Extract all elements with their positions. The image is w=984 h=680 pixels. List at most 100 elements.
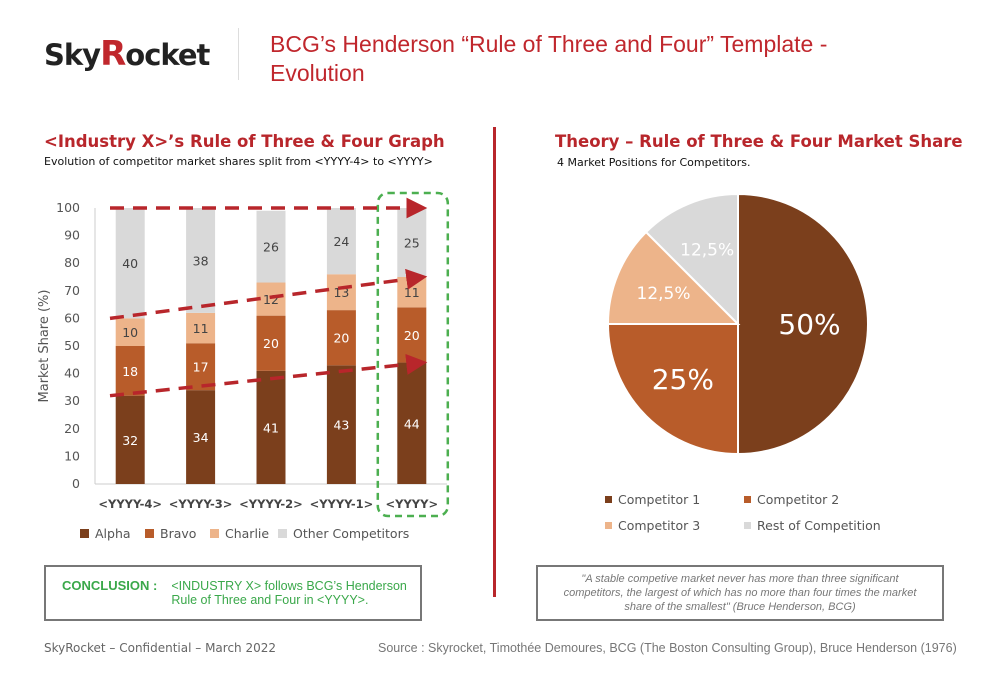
pie-slice	[644, 192, 739, 327]
data-label: 11	[193, 321, 209, 336]
legend-label: Bravo	[160, 526, 197, 541]
legend-item: Bravo	[145, 526, 196, 541]
legend-item: Competitor 2	[744, 492, 839, 507]
trend-arrow	[109, 268, 428, 321]
bar-segment-bravo	[326, 310, 356, 366]
bar-segment-other-competitors	[115, 208, 145, 319]
x-tick-label: <YYYY-3>	[169, 497, 233, 511]
slice-label: 25%	[652, 363, 714, 396]
y-axis-label: Market Share (%)	[37, 290, 52, 403]
footer-confidential: SkyRocket – Confidential – March 2022	[44, 641, 276, 655]
divider	[238, 28, 239, 80]
data-label: 20	[333, 331, 349, 346]
legend-label: Competitor 1	[618, 492, 701, 507]
x-tick-label: <YYYY>	[386, 497, 439, 511]
data-label: 10	[122, 325, 138, 340]
legend-item: Competitor 1	[605, 492, 700, 507]
skyrocket-logo: SkyRocket	[44, 34, 210, 74]
legend-label: Other Competitors	[293, 526, 410, 541]
pie-chart: 50% 25% 12,5% 12,5%	[606, 192, 869, 456]
legend-swatch	[145, 529, 154, 538]
bar-segment-alpha	[256, 370, 286, 484]
y-tick-label: 80	[64, 255, 80, 270]
x-tick-label: <YYYY-4>	[98, 497, 162, 511]
conclusion-label: CONCLUSION :	[62, 578, 158, 593]
slice-label: 12,5%	[680, 241, 734, 261]
bar-segment-bravo	[256, 315, 286, 371]
y-tick-label: 60	[64, 310, 80, 325]
legend-label: Charlie	[225, 526, 270, 541]
data-label: 12	[263, 292, 279, 307]
right-section-subtitle: 4 Market Positions for Competitors.	[557, 156, 751, 169]
bar-segment-alpha	[397, 362, 427, 484]
left-section-subtitle: Evolution of competitor market shares sp…	[44, 155, 433, 168]
bar-segment-other-competitors	[186, 208, 216, 313]
data-label: 34	[193, 430, 209, 445]
legend-label: Competitor 2	[757, 492, 840, 507]
slice-label: 50%	[778, 308, 840, 341]
data-label: 18	[122, 364, 138, 379]
vertical-divider	[493, 127, 496, 597]
legend-label: Alpha	[95, 526, 131, 541]
legend-item: Rest of Competition	[744, 518, 881, 533]
y-tick-label: 0	[72, 476, 80, 491]
y-tick-label: 90	[64, 228, 80, 243]
data-label: 26	[263, 240, 279, 255]
data-label: 17	[193, 360, 209, 375]
bar-segment-charlie	[115, 318, 145, 346]
data-label: 25	[404, 236, 420, 251]
highlight-box	[376, 191, 450, 518]
conclusion-text: <INDUSTRY X> follows BCG’s Henderson Rul…	[171, 579, 407, 607]
quote-text: "A stable competive market never has mor…	[563, 573, 917, 613]
bar-segment-bravo	[115, 346, 145, 396]
bar-segment-alpha	[326, 365, 356, 484]
legend-item: Alpha	[80, 526, 131, 541]
x-tick-label: <YYYY-1>	[310, 497, 374, 511]
y-tick-label: 10	[64, 448, 80, 463]
legend-swatch	[605, 496, 612, 503]
trend-arrow	[109, 353, 428, 398]
y-tick-label: 70	[64, 283, 80, 298]
bar-segment-other-competitors	[397, 208, 427, 277]
legend-label: Rest of Competition	[757, 518, 881, 533]
quote-box: "A stable competive market never has mor…	[536, 565, 944, 621]
y-tick-label: 100	[56, 200, 80, 215]
bar-segment-other-competitors	[256, 210, 286, 283]
legend-swatch	[744, 496, 751, 503]
x-tick-label: <YYYY-2>	[239, 497, 303, 511]
legend-swatch	[278, 529, 287, 538]
y-tick-label: 40	[64, 366, 80, 381]
data-label: 20	[263, 336, 279, 351]
legend-swatch	[80, 529, 89, 538]
data-label: 38	[193, 253, 209, 268]
legend-item: Competitor 3	[605, 518, 700, 533]
stacked-bar-chart: 0 10 20 30 40 50 60 70 80 90 100 Market Share (%) 32…	[37, 191, 450, 518]
legend-label: Competitor 3	[618, 518, 701, 533]
data-label: 40	[122, 256, 138, 271]
bar-segment-bravo	[397, 307, 427, 363]
legend-item: Other Competitors	[278, 526, 409, 541]
data-label: 20	[404, 328, 420, 343]
pie-slice	[606, 230, 741, 325]
bar-segment-alpha	[115, 395, 145, 484]
legend-swatch	[605, 522, 612, 529]
y-tick-label: 50	[64, 338, 80, 353]
bar-segment-alpha	[186, 390, 216, 484]
y-tick-label: 30	[64, 393, 80, 408]
legend-swatch	[744, 522, 751, 529]
data-label: 11	[404, 285, 420, 300]
slice-label: 12,5%	[637, 284, 691, 304]
legend-item: Charlie	[210, 526, 269, 541]
footer-source: Source : Skyrocket, Timothée Demoures, B…	[378, 641, 957, 655]
page-title: BCG’s Henderson “Rule of Three and Four”…	[270, 31, 828, 86]
legend-swatch	[210, 529, 219, 538]
data-label: 32	[122, 433, 138, 448]
conclusion-box: CONCLUSION : <INDUSTRY X> follows BCG’s …	[44, 565, 422, 621]
bar-segment-charlie	[256, 282, 286, 316]
data-label: 43	[333, 418, 349, 433]
data-label: 44	[404, 416, 420, 431]
data-label: 24	[333, 234, 349, 249]
data-label: 41	[263, 420, 279, 435]
bar-segment-charlie	[326, 274, 356, 311]
